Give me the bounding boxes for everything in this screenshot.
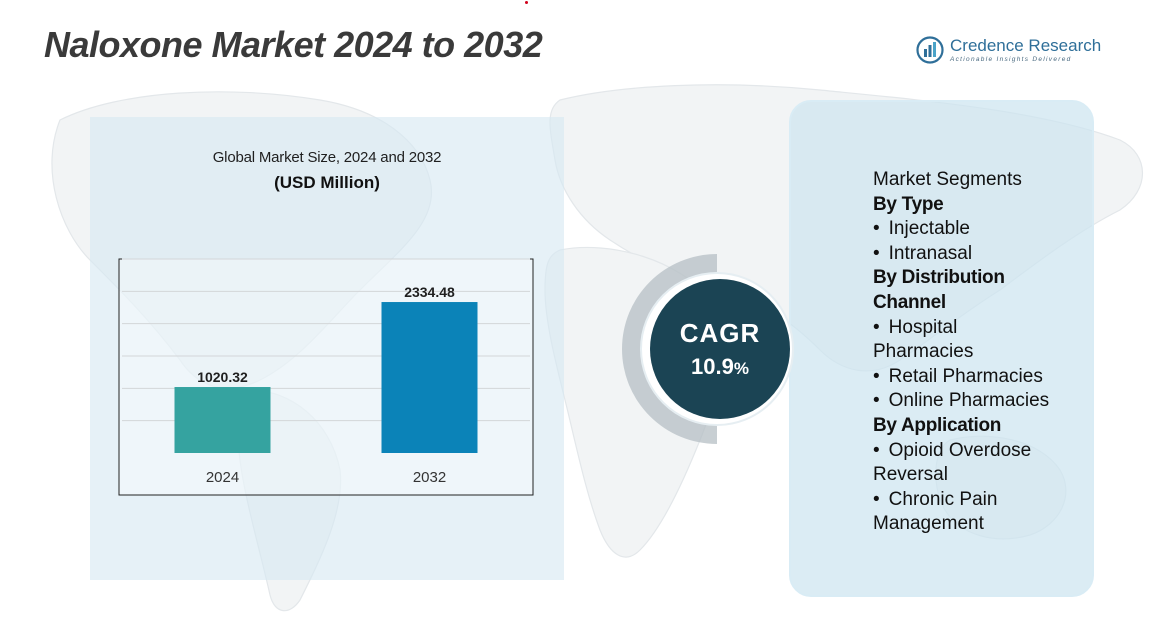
bar-chart-logo-icon [916, 36, 944, 64]
segment-item-continuation: Management [873, 513, 984, 535]
value-label-2024: 1020.32 [197, 369, 248, 385]
chart-subtitle: (USD Million) [274, 173, 380, 192]
segment-item-label: Intranasal [888, 242, 973, 264]
category-label-2024: 2024 [206, 469, 239, 486]
brand-logo[interactable]: Credence Research Actionable Insights De… [916, 36, 1101, 64]
bullet-icon: • [873, 390, 880, 412]
chart-title: Global Market Size, 2024 and 2032 [212, 149, 442, 166]
segment-item-label: Opioid Overdose [888, 439, 1032, 461]
page-title: Naloxone Market 2024 to 2032 [44, 24, 543, 65]
cagr-value: 10.9% [650, 354, 790, 380]
cagr-number: 10.9 [691, 354, 734, 379]
segments-title: Market Segments [873, 169, 1022, 190]
red-marker-dot [525, 1, 528, 4]
value-labels: 1020.32 2334.48 [197, 284, 455, 385]
bar-chart: 1020.32 2334.48 2024 2032 [118, 258, 534, 496]
segment-heading: By Type [873, 193, 944, 215]
market-segments-list: Market Segments By Type • Injectable • Intra… [873, 168, 1088, 537]
segment-heading: Channel [873, 291, 946, 313]
chart-panel: Global Market Size, 2024 and 2032 (USD M… [90, 117, 564, 580]
brand-name: Credence Research [950, 35, 1102, 55]
bars [174, 302, 478, 453]
segment-heading: By Application [873, 414, 1002, 436]
segment-item: • Injectable [873, 217, 1088, 242]
value-label-2032: 2334.48 [404, 284, 455, 300]
segment-item-label: Hospital [888, 316, 958, 338]
cagr-label: CAGR [679, 318, 761, 348]
bullet-icon: • [873, 218, 880, 240]
market-segments-panel: Market Segments By Type • Injectable • Intra… [789, 100, 1094, 597]
segment-item-label: Retail Pharmacies [888, 365, 1043, 387]
segment-item-label: Online Pharmacies [888, 390, 1050, 412]
category-label-2032: 2032 [413, 469, 446, 486]
segment-item: • Intranasal [873, 242, 1088, 267]
bullet-icon: • [873, 439, 880, 461]
segment-item-continuation: Reversal [873, 464, 948, 486]
segment-item: • Retail Pharmacies [873, 365, 1088, 390]
cagr-badge [622, 254, 794, 444]
bullet-icon: • [873, 488, 880, 510]
segment-item: • Online Pharmacies [873, 389, 1088, 414]
brand-tagline: Actionable Insights Delivered [950, 55, 1072, 63]
segment-item-label: Chronic Pain [888, 488, 998, 510]
bullet-icon: • [873, 365, 880, 387]
bar-2032 [381, 302, 478, 453]
bar-2024 [174, 387, 271, 453]
bullet-icon: • [873, 242, 880, 264]
segment-item: • Opioid Overdose [873, 439, 1088, 464]
cagr-unit: % [733, 359, 749, 378]
segment-item: • Chronic Pain [873, 488, 1088, 513]
segment-item-label: Injectable [888, 218, 970, 240]
segment-item: • Hospital [873, 316, 1088, 341]
segment-item-continuation: Pharmacies [873, 341, 974, 363]
category-labels: 2024 2032 [206, 469, 446, 486]
bullet-icon: • [873, 316, 880, 338]
segment-heading: By Distribution [873, 267, 1005, 289]
